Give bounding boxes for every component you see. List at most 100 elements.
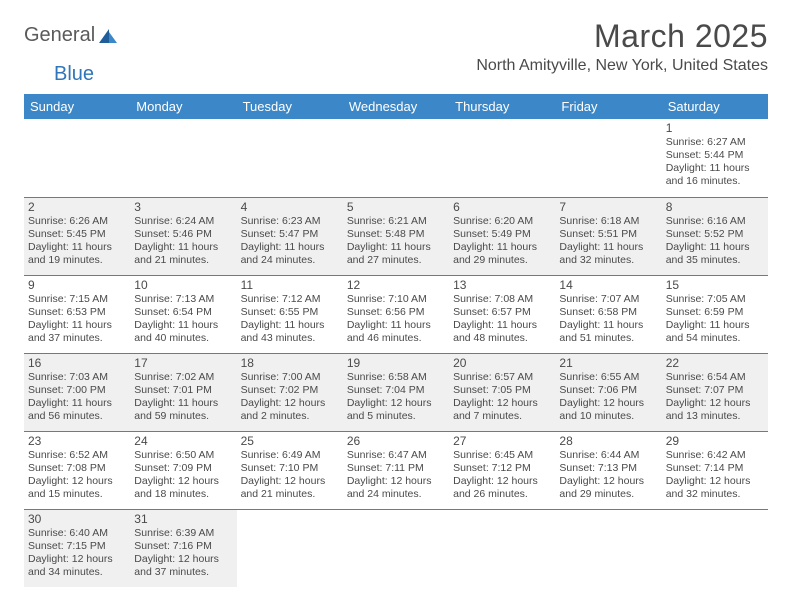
sunset-line: Sunset: 5:47 PM bbox=[241, 228, 339, 241]
calendar-cell-empty bbox=[237, 509, 343, 587]
calendar-cell: 28Sunrise: 6:44 AMSunset: 7:13 PMDayligh… bbox=[555, 431, 661, 509]
day-number: 15 bbox=[666, 278, 764, 292]
sunrise-line: Sunrise: 7:05 AM bbox=[666, 293, 764, 306]
day-info: Sunrise: 6:49 AMSunset: 7:10 PMDaylight:… bbox=[241, 449, 339, 502]
daylight-line: Daylight: 11 hours and 35 minutes. bbox=[666, 241, 764, 267]
calendar-week-row: 1Sunrise: 6:27 AMSunset: 5:44 PMDaylight… bbox=[24, 119, 768, 197]
sunrise-line: Sunrise: 6:27 AM bbox=[666, 136, 764, 149]
day-info: Sunrise: 7:03 AMSunset: 7:00 PMDaylight:… bbox=[28, 371, 126, 424]
daylight-line: Daylight: 12 hours and 13 minutes. bbox=[666, 397, 764, 423]
calendar-cell: 29Sunrise: 6:42 AMSunset: 7:14 PMDayligh… bbox=[662, 431, 768, 509]
sunrise-line: Sunrise: 6:45 AM bbox=[453, 449, 551, 462]
sunrise-line: Sunrise: 6:54 AM bbox=[666, 371, 764, 384]
day-number: 25 bbox=[241, 434, 339, 448]
day-info: Sunrise: 6:40 AMSunset: 7:15 PMDaylight:… bbox=[28, 527, 126, 580]
sunrise-line: Sunrise: 6:58 AM bbox=[347, 371, 445, 384]
calendar-cell: 24Sunrise: 6:50 AMSunset: 7:09 PMDayligh… bbox=[130, 431, 236, 509]
calendar-cell: 17Sunrise: 7:02 AMSunset: 7:01 PMDayligh… bbox=[130, 353, 236, 431]
sunset-line: Sunset: 5:52 PM bbox=[666, 228, 764, 241]
calendar-cell: 1Sunrise: 6:27 AMSunset: 5:44 PMDaylight… bbox=[662, 119, 768, 197]
daylight-line: Daylight: 11 hours and 59 minutes. bbox=[134, 397, 232, 423]
sunrise-line: Sunrise: 6:52 AM bbox=[28, 449, 126, 462]
daylight-line: Daylight: 11 hours and 32 minutes. bbox=[559, 241, 657, 267]
sunset-line: Sunset: 5:51 PM bbox=[559, 228, 657, 241]
sunset-line: Sunset: 7:02 PM bbox=[241, 384, 339, 397]
month-title: March 2025 bbox=[476, 18, 768, 55]
calendar-cell: 30Sunrise: 6:40 AMSunset: 7:15 PMDayligh… bbox=[24, 509, 130, 587]
day-info: Sunrise: 7:00 AMSunset: 7:02 PMDaylight:… bbox=[241, 371, 339, 424]
sunrise-line: Sunrise: 7:07 AM bbox=[559, 293, 657, 306]
calendar-cell: 26Sunrise: 6:47 AMSunset: 7:11 PMDayligh… bbox=[343, 431, 449, 509]
day-number: 24 bbox=[134, 434, 232, 448]
sunset-line: Sunset: 6:57 PM bbox=[453, 306, 551, 319]
daylight-line: Daylight: 11 hours and 51 minutes. bbox=[559, 319, 657, 345]
calendar-cell: 23Sunrise: 6:52 AMSunset: 7:08 PMDayligh… bbox=[24, 431, 130, 509]
daylight-line: Daylight: 11 hours and 43 minutes. bbox=[241, 319, 339, 345]
day-info: Sunrise: 6:57 AMSunset: 7:05 PMDaylight:… bbox=[453, 371, 551, 424]
calendar-cell: 6Sunrise: 6:20 AMSunset: 5:49 PMDaylight… bbox=[449, 197, 555, 275]
sunset-line: Sunset: 6:53 PM bbox=[28, 306, 126, 319]
calendar-week-row: 9Sunrise: 7:15 AMSunset: 6:53 PMDaylight… bbox=[24, 275, 768, 353]
day-number: 31 bbox=[134, 512, 232, 526]
daylight-line: Daylight: 12 hours and 21 minutes. bbox=[241, 475, 339, 501]
day-info: Sunrise: 6:44 AMSunset: 7:13 PMDaylight:… bbox=[559, 449, 657, 502]
sunrise-line: Sunrise: 7:12 AM bbox=[241, 293, 339, 306]
calendar-cell: 31Sunrise: 6:39 AMSunset: 7:16 PMDayligh… bbox=[130, 509, 236, 587]
sunrise-line: Sunrise: 6:40 AM bbox=[28, 527, 126, 540]
calendar-week-row: 23Sunrise: 6:52 AMSunset: 7:08 PMDayligh… bbox=[24, 431, 768, 509]
daylight-line: Daylight: 11 hours and 19 minutes. bbox=[28, 241, 126, 267]
sunset-line: Sunset: 5:45 PM bbox=[28, 228, 126, 241]
day-number: 26 bbox=[347, 434, 445, 448]
sunset-line: Sunset: 7:15 PM bbox=[28, 540, 126, 553]
sunset-line: Sunset: 7:16 PM bbox=[134, 540, 232, 553]
day-header: Saturday bbox=[662, 94, 768, 119]
calendar-cell: 21Sunrise: 6:55 AMSunset: 7:06 PMDayligh… bbox=[555, 353, 661, 431]
sunset-line: Sunset: 7:10 PM bbox=[241, 462, 339, 475]
calendar-week-row: 2Sunrise: 6:26 AMSunset: 5:45 PMDaylight… bbox=[24, 197, 768, 275]
day-number: 7 bbox=[559, 200, 657, 214]
day-number: 5 bbox=[347, 200, 445, 214]
daylight-line: Daylight: 12 hours and 5 minutes. bbox=[347, 397, 445, 423]
sunrise-line: Sunrise: 7:02 AM bbox=[134, 371, 232, 384]
day-info: Sunrise: 6:23 AMSunset: 5:47 PMDaylight:… bbox=[241, 215, 339, 268]
logo-text-1: General bbox=[24, 24, 95, 47]
daylight-line: Daylight: 12 hours and 34 minutes. bbox=[28, 553, 126, 579]
calendar-cell-empty bbox=[24, 119, 130, 197]
daylight-line: Daylight: 11 hours and 40 minutes. bbox=[134, 319, 232, 345]
day-info: Sunrise: 6:24 AMSunset: 5:46 PMDaylight:… bbox=[134, 215, 232, 268]
sunset-line: Sunset: 7:00 PM bbox=[28, 384, 126, 397]
day-header: Monday bbox=[130, 94, 236, 119]
sunrise-line: Sunrise: 7:08 AM bbox=[453, 293, 551, 306]
day-number: 8 bbox=[666, 200, 764, 214]
day-info: Sunrise: 7:15 AMSunset: 6:53 PMDaylight:… bbox=[28, 293, 126, 346]
sunset-line: Sunset: 5:48 PM bbox=[347, 228, 445, 241]
day-header: Thursday bbox=[449, 94, 555, 119]
sunrise-line: Sunrise: 7:10 AM bbox=[347, 293, 445, 306]
sunset-line: Sunset: 6:55 PM bbox=[241, 306, 339, 319]
sunrise-line: Sunrise: 7:03 AM bbox=[28, 371, 126, 384]
day-number: 29 bbox=[666, 434, 764, 448]
daylight-line: Daylight: 11 hours and 21 minutes. bbox=[134, 241, 232, 267]
calendar-cell: 20Sunrise: 6:57 AMSunset: 7:05 PMDayligh… bbox=[449, 353, 555, 431]
day-number: 4 bbox=[241, 200, 339, 214]
day-number: 27 bbox=[453, 434, 551, 448]
day-info: Sunrise: 7:10 AMSunset: 6:56 PMDaylight:… bbox=[347, 293, 445, 346]
sunrise-line: Sunrise: 6:50 AM bbox=[134, 449, 232, 462]
daylight-line: Daylight: 12 hours and 24 minutes. bbox=[347, 475, 445, 501]
calendar-week-row: 30Sunrise: 6:40 AMSunset: 7:15 PMDayligh… bbox=[24, 509, 768, 587]
day-info: Sunrise: 6:54 AMSunset: 7:07 PMDaylight:… bbox=[666, 371, 764, 424]
sunset-line: Sunset: 7:06 PM bbox=[559, 384, 657, 397]
sunset-line: Sunset: 6:59 PM bbox=[666, 306, 764, 319]
daylight-line: Daylight: 11 hours and 46 minutes. bbox=[347, 319, 445, 345]
sunrise-line: Sunrise: 6:23 AM bbox=[241, 215, 339, 228]
daylight-line: Daylight: 12 hours and 18 minutes. bbox=[134, 475, 232, 501]
day-info: Sunrise: 6:45 AMSunset: 7:12 PMDaylight:… bbox=[453, 449, 551, 502]
day-number: 14 bbox=[559, 278, 657, 292]
day-number: 3 bbox=[134, 200, 232, 214]
calendar-cell: 10Sunrise: 7:13 AMSunset: 6:54 PMDayligh… bbox=[130, 275, 236, 353]
sunrise-line: Sunrise: 7:13 AM bbox=[134, 293, 232, 306]
day-info: Sunrise: 7:12 AMSunset: 6:55 PMDaylight:… bbox=[241, 293, 339, 346]
calendar-cell: 14Sunrise: 7:07 AMSunset: 6:58 PMDayligh… bbox=[555, 275, 661, 353]
sunrise-line: Sunrise: 6:55 AM bbox=[559, 371, 657, 384]
daylight-line: Daylight: 11 hours and 24 minutes. bbox=[241, 241, 339, 267]
